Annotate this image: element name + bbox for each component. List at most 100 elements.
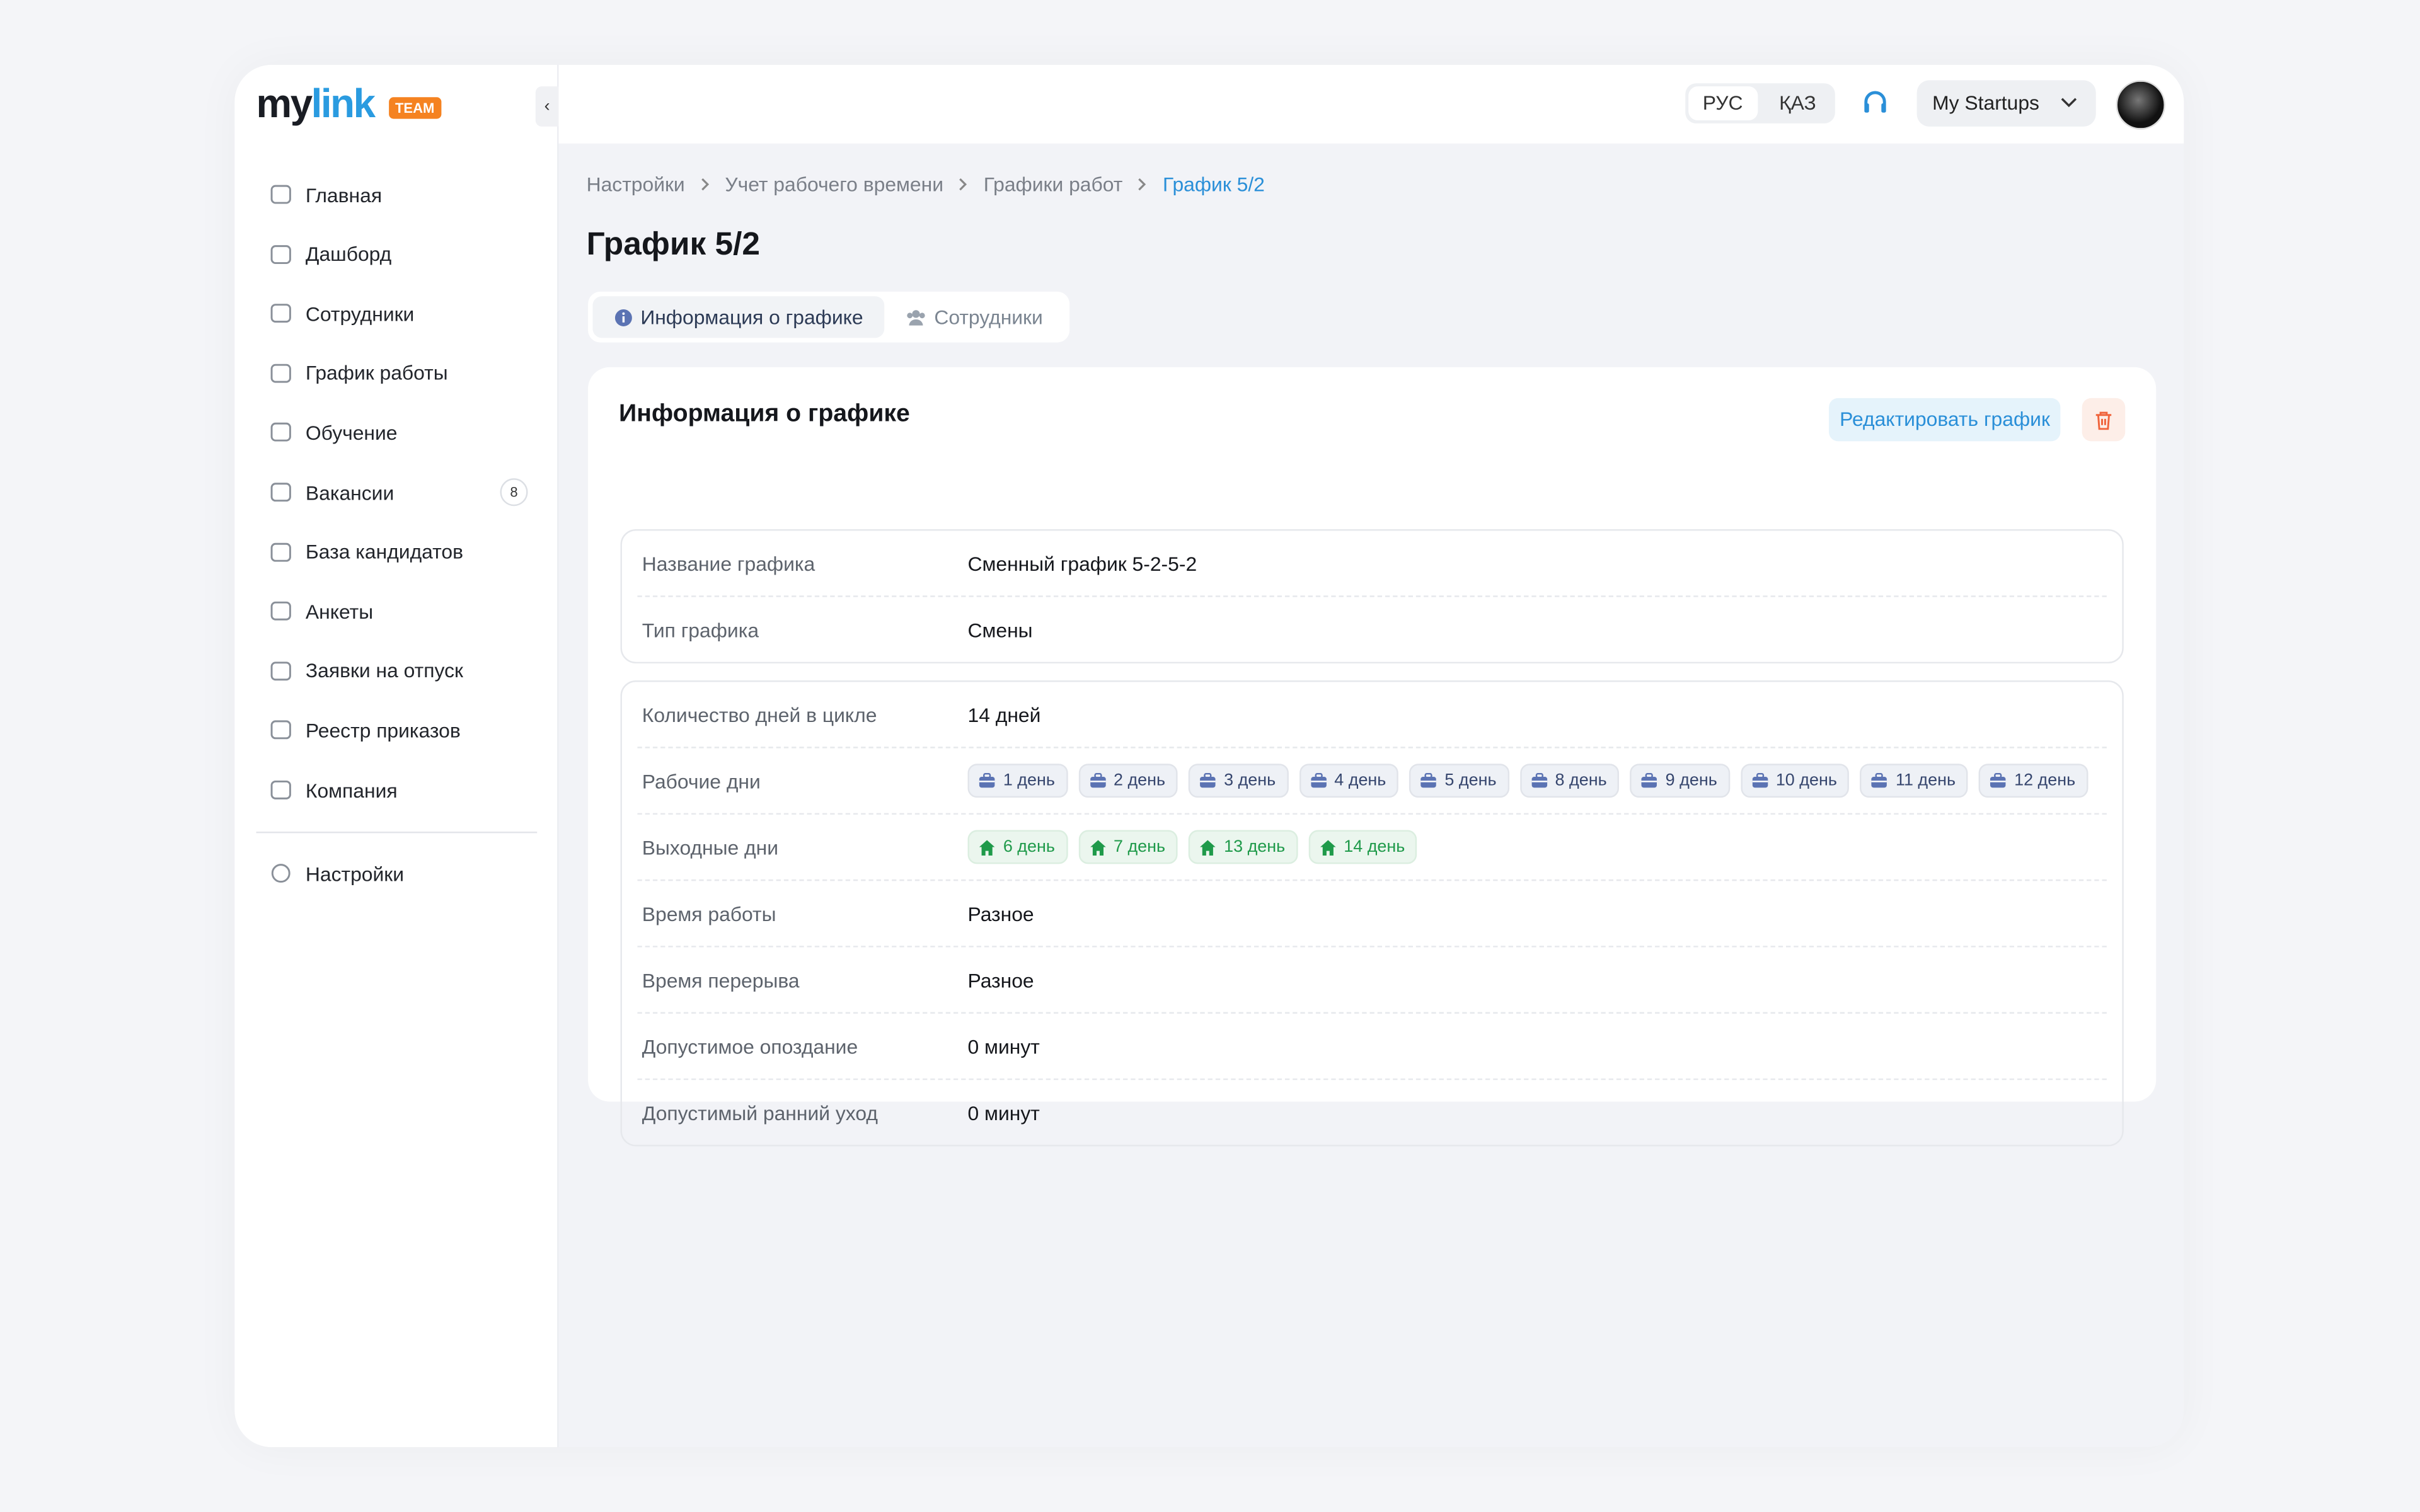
row-value: 1 день 2 день 3 день 4 день 5 день 8 день 9 де… <box>967 764 2099 798</box>
row-label: Время перерыва <box>642 968 800 992</box>
trash-icon <box>2095 411 2112 430</box>
value-text: 14 дней <box>967 702 1041 726</box>
breadcrumb[interactable]: Настройки <box>586 173 685 197</box>
nav-label: База кандидатов <box>305 540 464 564</box>
nav-label: График работы <box>305 361 448 385</box>
day-off-chip: 7 день <box>1078 830 1178 864</box>
nav-item[interactable]: Настройки <box>268 858 527 889</box>
tab-label: Информация о графике <box>640 305 863 329</box>
nav-item[interactable]: Главная <box>268 179 527 210</box>
breadcrumb-separator <box>700 173 710 196</box>
tabs: Информация о графике Сотрудники <box>588 291 1069 343</box>
breadcrumb-separator <box>1138 173 1148 196</box>
info-row: Тип графика Смены <box>637 597 2106 662</box>
workspace-name: My Startups <box>1932 91 2039 115</box>
nav-item[interactable]: Дашборд <box>268 239 527 270</box>
chip-label: 11 день <box>1895 771 1956 790</box>
day-off-chip: 13 день <box>1188 830 1298 864</box>
value-text: 0 минут <box>967 1101 1040 1125</box>
chevron <box>2061 98 2077 108</box>
row-value: 14 дней <box>968 703 1041 726</box>
collapse-button[interactable]: ‹ <box>535 86 559 127</box>
nav-icon <box>270 244 291 264</box>
nav-icon <box>270 721 291 740</box>
row-label: Время работы <box>642 902 776 925</box>
delete-button[interactable] <box>2082 398 2126 442</box>
tab[interactable]: Информация о графике <box>592 296 885 338</box>
work-day-chip: 8 день <box>1519 764 1620 798</box>
row-label: Допустимый ранний уход <box>642 1101 878 1125</box>
divider <box>256 832 538 833</box>
nav-icon <box>270 304 291 323</box>
nav-label: Главная <box>305 183 383 206</box>
day-off-chip: 6 день <box>967 830 1068 864</box>
tab[interactable]: Сотрудники <box>885 296 1064 338</box>
info-row: Название графика Сменный график 5-2-5-2 <box>637 530 2107 597</box>
row-value: 0 минут <box>968 1034 1040 1058</box>
row-value: Сменный график 5-2-5-2 <box>968 552 1197 575</box>
chip-label: 5 день <box>1444 771 1497 790</box>
logo-badge: TEAM <box>389 97 441 119</box>
nav-icon <box>270 780 291 799</box>
nav-label: Вакансии <box>305 480 395 504</box>
language-switch: РУС ҚАЗ <box>1685 83 1835 123</box>
info-row: Выходные дни 6 день 7 день 13 день 14 день <box>637 815 2107 881</box>
nav-item[interactable]: Компания <box>268 774 527 805</box>
chip-label: 7 день <box>1113 837 1166 857</box>
nav-label: Реестр приказов <box>305 718 461 742</box>
nav-label: Сотрудники <box>305 302 415 325</box>
work-day-chip: 10 день <box>1740 764 1850 798</box>
language-option[interactable]: ҚАЗ <box>1779 91 1816 115</box>
row-label: Тип графика <box>642 617 759 641</box>
nav-item[interactable]: Заявки на отпуск <box>268 655 527 686</box>
page-title: График 5/2 <box>586 227 760 263</box>
nav-item[interactable]: Реестр приказов <box>268 715 527 746</box>
logo-part: my <box>256 80 313 127</box>
nav-item[interactable]: Вакансии 8 <box>268 477 528 508</box>
breadcrumb[interactable]: Учет рабочего времени <box>725 173 944 197</box>
support-icon[interactable] <box>1863 89 1887 117</box>
work-day-chip: 4 день <box>1298 764 1398 798</box>
info-row: Допустимый ранний уход 0 минут <box>637 1080 2106 1145</box>
value-text: Смены <box>967 617 1033 641</box>
nav-label: Заявки на отпуск <box>305 659 463 683</box>
info-row: Допустимое опоздание 0 минут <box>637 1014 2107 1080</box>
workspace-select[interactable]: My Startups <box>1916 80 2096 127</box>
nav-item[interactable]: База кандидатов <box>268 536 527 567</box>
edit-button[interactable]: Редактировать график <box>1829 398 2061 442</box>
nav-icon <box>270 602 291 621</box>
row-value: Разное <box>968 968 1034 992</box>
chip-label: 12 день <box>2014 771 2076 790</box>
nav-icon <box>270 661 291 680</box>
chip-label: 13 день <box>1224 837 1286 857</box>
work-day-chip: 9 день <box>1630 764 1730 798</box>
info-group: Название графика Сменный график 5-2-5-2 Ти… <box>620 529 2124 664</box>
nav-icon <box>271 864 291 883</box>
work-day-chip: 3 день <box>1188 764 1288 798</box>
work-day-chip: 2 день <box>1078 764 1178 798</box>
nav-item[interactable]: Сотрудники <box>268 298 527 329</box>
row-label: Рабочие дни <box>642 769 761 793</box>
value-text: Разное <box>967 902 1034 925</box>
nav-item[interactable]: Анкеты <box>268 596 527 627</box>
nav-item[interactable]: График работы <box>268 358 527 389</box>
work-day-chip: 12 день <box>1978 764 2088 798</box>
value-text: 0 минут <box>967 1034 1040 1058</box>
logo[interactable]: mylink TEAM <box>256 80 441 128</box>
avatar[interactable] <box>2116 80 2165 130</box>
info-row: Рабочие дни 1 день 2 день 3 день 4 день 5 ден… <box>637 748 2107 815</box>
nav-item[interactable]: Обучение <box>268 417 527 448</box>
tab-label: Сотрудники <box>934 305 1043 329</box>
row-label: Допустимое опоздание <box>642 1034 858 1058</box>
chip-label: 6 день <box>1003 837 1055 857</box>
nav-icon <box>270 423 291 442</box>
day-off-chip: 14 день <box>1308 830 1417 864</box>
breadcrumb[interactable]: График 5/2 <box>1163 173 1265 197</box>
chip-label: 2 день <box>1113 771 1166 790</box>
chip-label: 1 день <box>1003 771 1055 790</box>
language-option[interactable]: РУС <box>1688 86 1758 121</box>
breadcrumb[interactable]: Графики работ <box>983 173 1123 197</box>
chip-label: 10 день <box>1775 771 1837 790</box>
